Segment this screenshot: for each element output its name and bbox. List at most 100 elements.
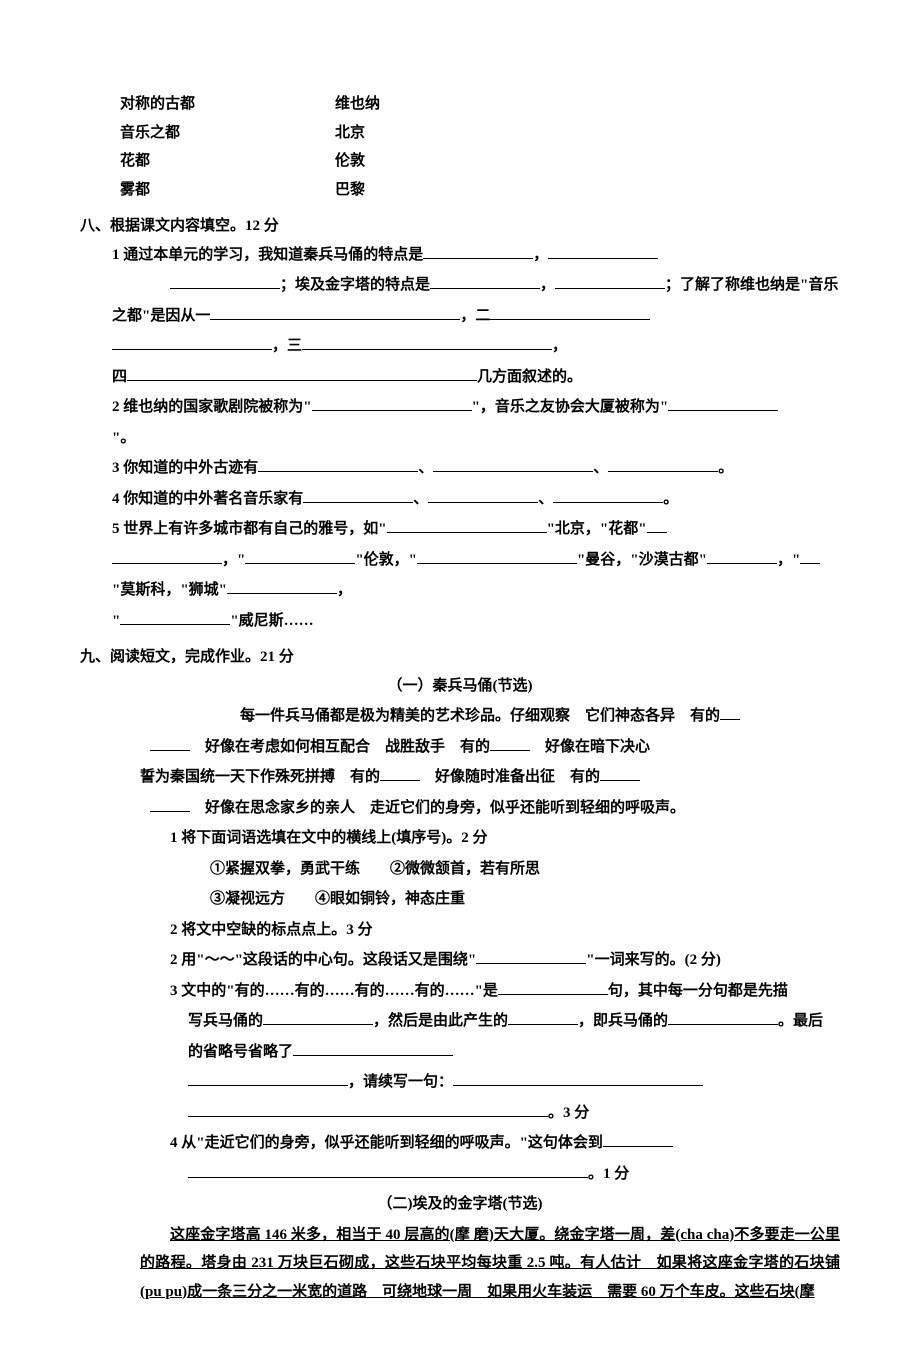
blank[interactable] (430, 274, 540, 289)
s9-q3-l5: 。3 分 (188, 1099, 840, 1128)
s8-q2-line2: "。 (112, 424, 840, 453)
blank[interactable] (555, 274, 665, 289)
s9-p1e: 好像随时准备出征 有的 (435, 769, 600, 785)
s8-q5c: ，" (222, 552, 245, 568)
s8-q5g: "莫斯科，"狮城" (112, 582, 227, 598)
s8-q5d: "伦敦，" (355, 552, 417, 568)
blank[interactable] (800, 549, 820, 564)
blank[interactable] (600, 766, 640, 781)
blank[interactable] (476, 949, 586, 964)
s9-opt2: ②微微颔首，若有所思 (390, 861, 540, 877)
s9-q3e: ，即兵马俑的 (578, 1013, 668, 1029)
pair-left-3: 花都 (120, 147, 335, 176)
blank[interactable] (170, 274, 280, 289)
blank[interactable] (245, 549, 355, 564)
s8-q5e: "曼谷，"沙漠古都" (577, 552, 707, 568)
blank[interactable] (387, 518, 547, 533)
s9-q3i: 。3 分 (548, 1105, 589, 1121)
s9-q2b: 2 用"～～"这段话的中心句。这段话又是围绕""一词来写的。(2 分) (170, 946, 840, 975)
blank[interactable] (150, 736, 190, 751)
blank[interactable] (188, 1102, 548, 1117)
s8-q3-line1: 3 你知道的中外古迹有、、。 (112, 454, 840, 483)
s9-p1f: 好像在思念家乡的亲人 走近它们的身旁，似乎还能听到轻细的呼吸声。 (205, 800, 685, 816)
blank[interactable] (150, 797, 190, 812)
blank[interactable] (608, 457, 718, 472)
s8-q1-line4: ，三， (112, 332, 840, 361)
s9-opt1: ①紧握双拳，勇武干练 (210, 861, 360, 877)
s8-q1c: ；了解了称维也纳是"音乐 (665, 277, 838, 293)
s8-q5-line2: ，""伦敦，""曼谷，"沙漠古都"，" (112, 546, 840, 575)
blank[interactable] (553, 488, 663, 503)
blank[interactable] (668, 396, 778, 411)
blank[interactable] (720, 705, 740, 720)
blank[interactable] (508, 1010, 578, 1025)
blank[interactable] (548, 244, 658, 259)
blank[interactable] (188, 1071, 348, 1086)
blank[interactable] (490, 736, 530, 751)
blank[interactable] (227, 579, 337, 594)
s8-q1f: ，三 (272, 338, 302, 354)
s8-q1-line1: 1 通过本单元的学习，我知道秦兵马俑的特点是， (112, 241, 840, 270)
s9-q3d: ，然后是由此产生的 (373, 1013, 508, 1029)
pair-right-3: 伦敦 (335, 147, 840, 176)
s9-q3-l4: ，请续写一句： (188, 1068, 840, 1097)
s9-q3h: ，请续写一句： (348, 1074, 453, 1090)
s8-q5-line1: 5 世界上有许多城市都有自己的雅号，如""北京，"花都" (112, 515, 840, 544)
blank[interactable] (417, 549, 577, 564)
s8-q5h: ， (337, 582, 352, 598)
blank[interactable] (453, 1071, 703, 1086)
s8-q2-line1: 2 维也纳的国家歌剧院被称为""，音乐之友协会大厦被称为" (112, 393, 840, 422)
s9-q4b: 。1 分 (588, 1166, 629, 1182)
s8-q1a: 1 通过本单元的学习，我知道秦兵马俑的特点是 (112, 247, 423, 263)
blank[interactable] (603, 1132, 673, 1147)
blank[interactable] (120, 610, 230, 625)
blank[interactable] (293, 1041, 453, 1056)
s9-q1: 1 将下面词语选填在文中的横线上(填序号)。2 分 (170, 824, 840, 853)
s9-q3-l2: 写兵马俑的，然后是由此产生的，即兵马俑的。最后 (188, 1007, 840, 1036)
pair-row-2: 音乐之都 北京 (120, 119, 840, 148)
s9-q4-l2: 。1 分 (188, 1160, 840, 1189)
s9-q4-l1: 4 从"走近它们的身旁，似乎还能听到轻细的呼吸声。"这句体会到 (170, 1129, 840, 1158)
blank[interactable] (303, 488, 413, 503)
s8-q1b: ；埃及金字塔的特点是 (280, 277, 430, 293)
s9-q3-l3: 的省略号省略了 (188, 1038, 840, 1067)
blank[interactable] (707, 549, 777, 564)
pair-row-1: 对称的古都 维也纳 (120, 90, 840, 119)
s9-p1d: 誓为秦国统一天下作殊死拼搏 有的 (140, 769, 380, 785)
blank[interactable] (112, 335, 272, 350)
s9-p1a: 每一件兵马俑都是极为精美的艺术珍品。仔细观察 它们神态各异 有的 (240, 708, 720, 724)
s9-q2a: 2 将文中空缺的标点点上。3 分 (170, 916, 840, 945)
s9-p1b: 好像在考虑如何相互配合 战胜敌手 有的 (205, 739, 490, 755)
blank[interactable] (263, 1010, 373, 1025)
blank[interactable] (258, 457, 418, 472)
blank[interactable] (498, 980, 608, 995)
s9-q4a: 4 从"走近它们的身旁，似乎还能听到轻细的呼吸声。"这句体会到 (170, 1135, 603, 1151)
s9-q3g: 的省略号省略了 (188, 1044, 293, 1060)
blank[interactable] (647, 518, 667, 533)
blank[interactable] (210, 305, 460, 320)
s9-p1-l2: 好像在考虑如何相互配合 战胜敌手 有的 好像在暗下决心 (150, 733, 840, 762)
s9-passage2: 这座金字塔高 146 米多，相当于 40 层高的(摩 磨)天大厦。绕金字塔一周，… (140, 1221, 840, 1307)
s9-q3b: 句，其中每一分句都是先描 (608, 983, 788, 999)
s8-q5j: "威尼斯…… (230, 613, 313, 629)
blank[interactable] (428, 488, 538, 503)
s8-q5b: "北京，"花都" (547, 521, 647, 537)
blank[interactable] (188, 1163, 588, 1178)
s9-q3-l1: 3 文中的"有的……有的……有的……有的……"是句，其中每一分句都是先描 (170, 977, 840, 1006)
blank[interactable] (668, 1010, 778, 1025)
s9-q2b-b: "一词来写的。(2 分) (586, 952, 721, 968)
pair-left-4: 雾都 (120, 176, 335, 205)
blank[interactable] (312, 396, 472, 411)
s9-title2: （二)埃及的金字塔(节选) (80, 1190, 840, 1219)
s8-q5-line3: "莫斯科，"狮城" ， (112, 576, 840, 605)
blank[interactable] (380, 766, 420, 781)
section9-heading: 九、阅读短文，完成作业。21 分 (80, 643, 840, 672)
s9-title1: （一）秦兵马俑(节选) (80, 672, 840, 701)
blank[interactable] (433, 457, 593, 472)
blank[interactable] (112, 549, 222, 564)
blank[interactable] (423, 244, 533, 259)
blank[interactable] (490, 305, 650, 320)
blank[interactable] (127, 366, 477, 381)
s8-q4a: 4 你知道的中外著名音乐家有 (112, 491, 303, 507)
blank[interactable] (302, 335, 552, 350)
